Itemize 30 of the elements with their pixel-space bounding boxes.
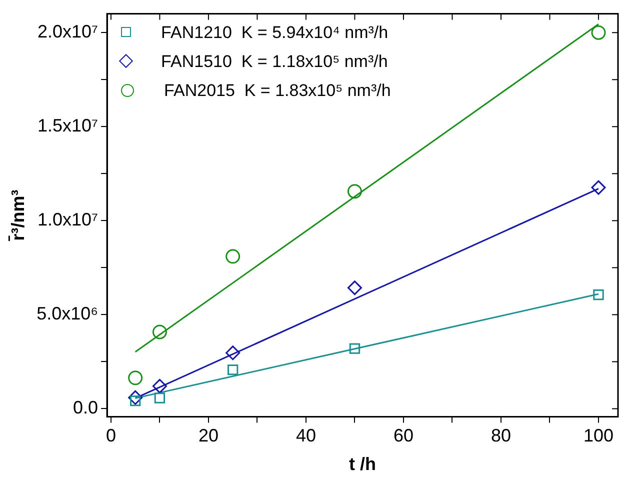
point xyxy=(591,25,606,40)
x-tick-label: 40 xyxy=(296,426,316,446)
legend-label: FAN1510 K = 1.18x10⁵ nm³/h xyxy=(161,50,388,73)
x-tick-label: 100 xyxy=(583,426,614,446)
y-tick-label: 0.0 xyxy=(73,398,98,418)
point xyxy=(349,343,360,354)
point xyxy=(347,280,362,296)
x-tick-label: 20 xyxy=(198,426,218,446)
y-tick-label: 1.5x10⁷ xyxy=(37,116,98,136)
point xyxy=(128,390,143,405)
point xyxy=(152,324,167,340)
point xyxy=(226,346,240,360)
point xyxy=(226,249,240,264)
x-tick-label: 0 xyxy=(106,426,116,446)
x-tick-label: 60 xyxy=(393,426,414,446)
point xyxy=(128,370,143,386)
y-axis-title: r̄³/nm³ xyxy=(8,190,28,242)
point xyxy=(227,364,238,376)
y-tick-label: 2.0x10⁷ xyxy=(37,22,98,42)
y-tick-label: 1.0x10⁷ xyxy=(37,210,98,230)
point xyxy=(593,289,604,300)
legend-label: FAN2015 K = 1.83x10⁵ nm³/h xyxy=(164,80,391,102)
x-tick-label: 80 xyxy=(490,426,512,446)
point xyxy=(152,378,167,394)
point xyxy=(154,392,166,404)
point xyxy=(347,184,362,199)
legend-label: FAN1210 K = 5.94x10⁴ nm³/h xyxy=(161,22,388,44)
point xyxy=(591,180,606,195)
y-tick-label: 5.0x10⁶ xyxy=(36,304,98,324)
x-axis-title: t /h xyxy=(349,454,376,474)
